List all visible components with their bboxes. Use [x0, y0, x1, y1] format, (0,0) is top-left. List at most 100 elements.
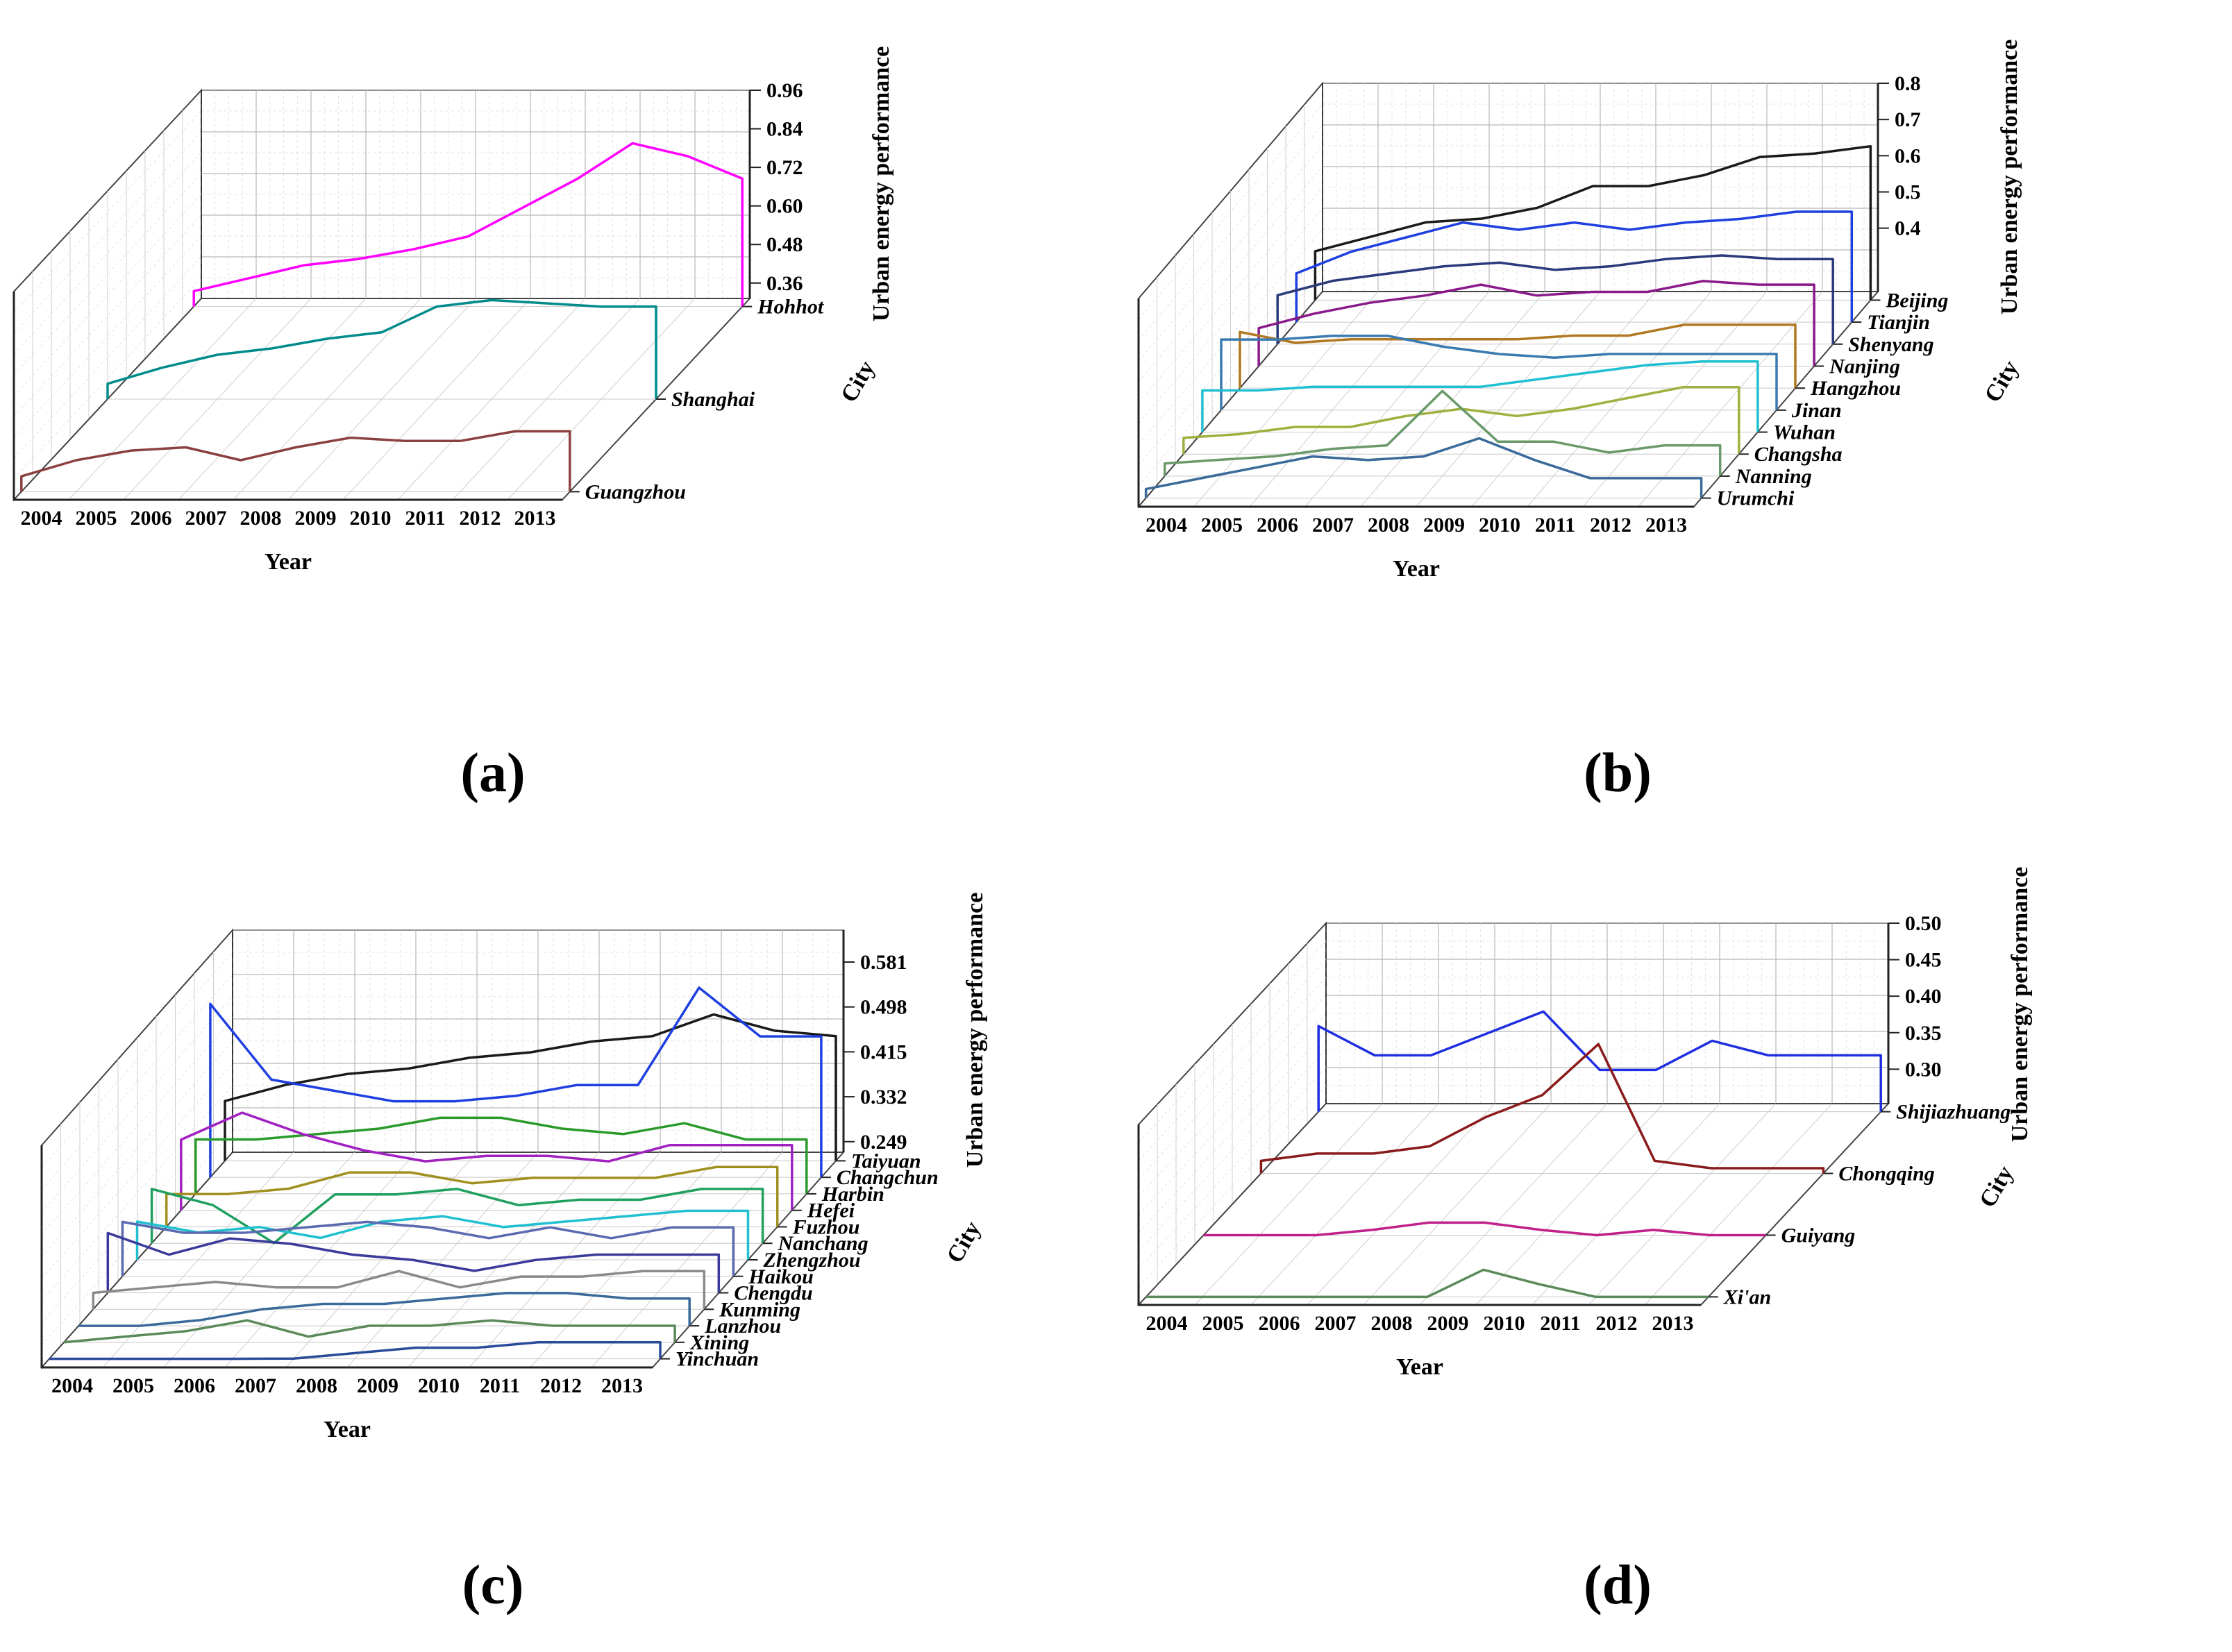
x-axis-label: Year [265, 549, 312, 575]
y-tick-label: 0.50 [1905, 912, 1942, 935]
panel-label: (b) [1584, 743, 1652, 804]
left-grid-h [41, 996, 233, 1213]
left-grid-h [1138, 124, 1323, 341]
city-label: Hefei [807, 1199, 855, 1222]
city-label: Xi'an [1723, 1286, 1771, 1308]
x-tick-label: 2005 [1202, 1312, 1244, 1335]
city-label: Urumchi [1717, 487, 1795, 510]
floor-grid-x [1249, 291, 1434, 507]
x-tick-label: 2007 [1312, 514, 1354, 537]
left-grid-h [1138, 941, 1327, 1143]
x-tick-label: 2011 [480, 1374, 520, 1397]
y-tick-label: 0.40 [1905, 985, 1942, 1008]
plot-group [1136, 921, 1890, 1307]
left-grid-h [13, 152, 202, 355]
left-grid-h [1138, 1049, 1327, 1251]
left-grid-h [1138, 1085, 1327, 1288]
floor-grid-x [1363, 1103, 1552, 1306]
city-label: Yinchuan [676, 1348, 759, 1371]
y-tick-label: 0.249 [860, 1131, 907, 1154]
series-wuhan [1201, 360, 1759, 432]
x-tick-label: 2006 [174, 1374, 215, 1397]
series-shijiazhuang [1317, 1010, 1882, 1112]
series-guiyang [1203, 1221, 1766, 1237]
y-tick-label: 0.30 [1905, 1058, 1942, 1081]
series-tianjin [1295, 210, 1854, 323]
floor-grid-x [1416, 291, 1601, 507]
x-tick-label: 2007 [1315, 1312, 1357, 1335]
y-axis-label: Urban energy performance [2007, 867, 2033, 1143]
chart-c: 2004 2005 2006 2007 2008 2009 2010 2011 2012 2013… [40, 893, 988, 1616]
x-tick-label: 2010 [1484, 1312, 1525, 1335]
x-tick-label: 2012 [1590, 514, 1631, 537]
x-tick-label: 2006 [1259, 1312, 1300, 1335]
city-label: Shenyang [1848, 333, 1933, 356]
city-label: Guiyang [1781, 1224, 1856, 1247]
series-nanning [1163, 389, 1722, 476]
city-label: Wuhan [1773, 421, 1836, 444]
series-nanchang [150, 1188, 764, 1245]
city-label: Chengdu [734, 1282, 812, 1305]
series-haikou [121, 1220, 735, 1276]
x-tick-label: 2009 [1423, 514, 1465, 537]
x-tick-label: 2010 [418, 1374, 460, 1397]
y-axis-label: Urban energy performance [962, 893, 988, 1168]
x-tick-label: 2008 [296, 1374, 337, 1397]
city-label: Kunming [719, 1298, 800, 1321]
city-label: Shijiazhuang [1896, 1101, 2011, 1124]
floor-grid-x [1304, 291, 1490, 507]
panel-a: 2004 2005 2006 2007 2008 2009 2010 2011 2012 2013… [12, 21, 1097, 812]
left-grid-h [41, 1040, 233, 1257]
floor-grid-x [1307, 1103, 1495, 1306]
series-urumchi [1144, 437, 1703, 498]
left-grid-h [1138, 1031, 1327, 1233]
series-xian [1146, 1268, 1709, 1299]
left-grid-h [1138, 208, 1323, 424]
city-label: Nanchang [778, 1232, 869, 1255]
city-label: Changsha [1754, 443, 1843, 466]
y-tick-label: 0.96 [766, 79, 803, 102]
left-grid-h [41, 1018, 233, 1235]
y-axis-label: Urban energy performance [869, 47, 894, 322]
city-label: Harbin [821, 1183, 884, 1206]
left-grid-h [41, 1107, 233, 1324]
y-tick-label: 0.6 [1895, 144, 1921, 167]
floor-grid-x [1250, 1103, 1439, 1306]
left-grid-h [13, 194, 202, 396]
city-label: Fuzhou [792, 1215, 860, 1238]
chart-d: 2004 2005 2006 2007 2008 2009 2010 2011 2012 2013… [1136, 867, 2033, 1616]
series-yinchuan [49, 1341, 662, 1360]
panel-label: (a) [460, 743, 525, 804]
x-tick-label: 2004 [21, 507, 62, 530]
city-label: Hangzhou [1810, 377, 1901, 400]
x-tick-label: 2008 [240, 507, 282, 530]
panel-c: 2004 2005 2006 2007 2008 2009 2010 2011 2012 2013… [14, 833, 1097, 1624]
x-tick-label: 2007 [235, 1374, 276, 1397]
left-grid-h [1138, 103, 1323, 320]
left-grid-h [1138, 995, 1327, 1197]
series-taiyuan [224, 1013, 837, 1161]
city-label: Nanning [1735, 465, 1812, 488]
series-chengdu [106, 1231, 721, 1293]
y-tick-label: 0.8 [1895, 72, 1921, 95]
city-label: Lanzhou [704, 1315, 781, 1338]
city-axis-label: City [942, 1217, 986, 1267]
city-label: Jinan [1791, 399, 1842, 422]
city-label: Taiyuan [851, 1149, 921, 1172]
floor-grid-x [1582, 291, 1768, 507]
floor-grid-x [1471, 291, 1656, 507]
floor-grid-x [1419, 1103, 1608, 1306]
left-grid-h [1138, 228, 1323, 445]
y-tick-label: 0.7 [1895, 108, 1921, 131]
y-tick-label: 0.498 [860, 996, 907, 1019]
left-grid-h [1138, 270, 1323, 487]
left-grid-h [1138, 977, 1327, 1179]
y-axis-label: Urban energy performance [1997, 40, 2022, 315]
series-fuzhou [165, 1165, 779, 1227]
series-nanjing [1257, 280, 1815, 366]
series-jinan [1220, 335, 1778, 410]
x-tick-label: 2004 [1146, 1312, 1188, 1335]
left-grid-h [13, 173, 202, 376]
x-tick-label: 2005 [1201, 514, 1243, 537]
x-tick-label: 2011 [1540, 1312, 1580, 1335]
